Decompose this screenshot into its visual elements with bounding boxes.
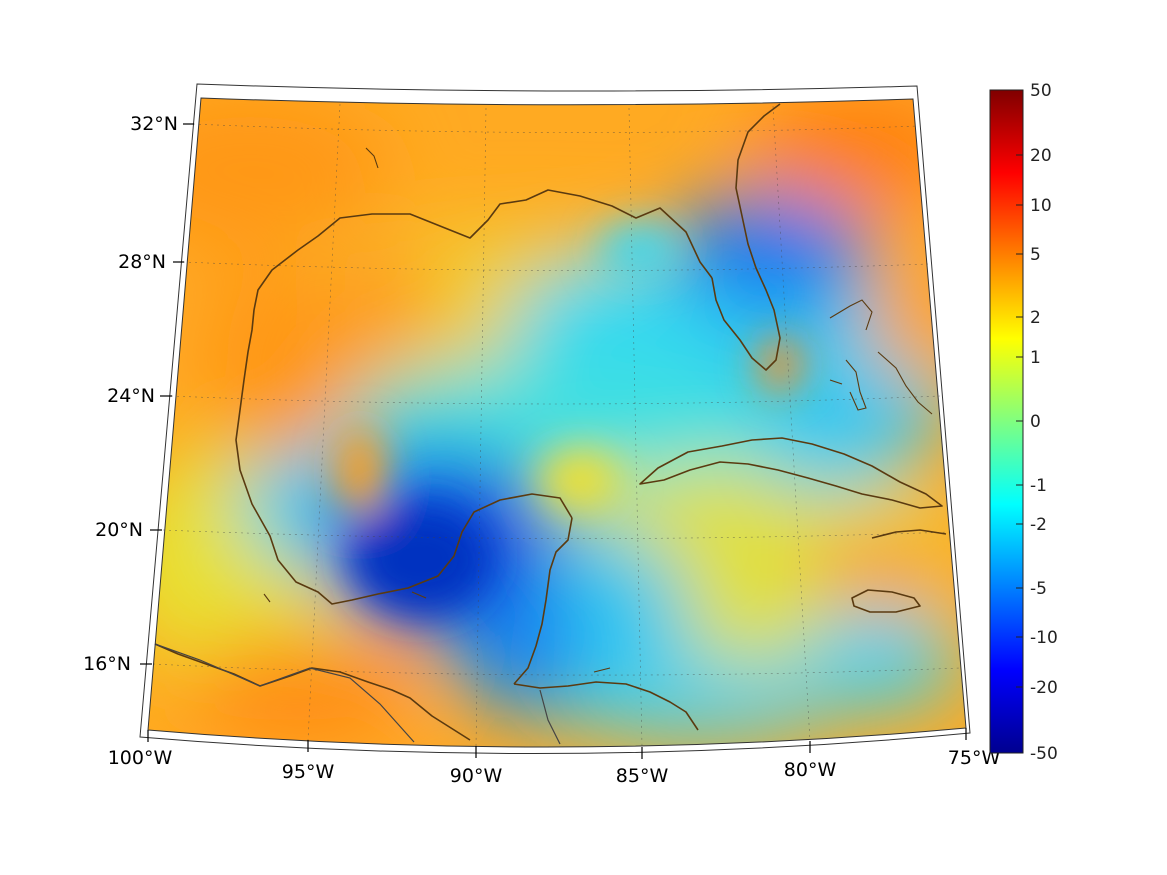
colorbar-label: -10	[1030, 628, 1058, 648]
lat-label-32: 32°N	[130, 113, 178, 135]
colorbar-label: -20	[1030, 678, 1058, 698]
lat-label-20: 20°N	[95, 519, 143, 541]
lon-label-90: 90°W	[450, 765, 503, 787]
colorbar-label: 5	[1030, 245, 1041, 265]
data-field	[148, 98, 966, 748]
lon-labels: 100°W 95°W 90°W 85°W 80°W 75°W	[108, 747, 1001, 787]
lon-label-100: 100°W	[108, 747, 173, 769]
colorbar-label: -5	[1030, 579, 1047, 599]
lat-label-24: 24°N	[107, 385, 155, 407]
lon-label-80: 80°W	[784, 759, 837, 781]
colorbar-label: 50	[1030, 81, 1052, 101]
lon-label-95: 95°W	[282, 761, 335, 783]
political-borders	[154, 643, 561, 745]
colorbar-label: 0	[1030, 412, 1041, 432]
colorbar-label: 10	[1030, 196, 1052, 216]
lat-label-16: 16°N	[83, 653, 131, 675]
colorbar-label: 2	[1030, 308, 1041, 328]
colorbar-label: 1	[1030, 348, 1041, 368]
lat-labels: 32°N 28°N 24°N 20°N 16°N	[83, 113, 178, 675]
colorbar-label: -1	[1030, 476, 1047, 496]
colorbar-label: -2	[1030, 515, 1047, 535]
graticule	[152, 103, 961, 748]
lon-label-85: 85°W	[616, 765, 669, 787]
colorbar-label: -50	[1030, 744, 1058, 764]
map-frame	[147, 97, 967, 748]
tick-marks	[140, 123, 967, 759]
map-outer-frame	[139, 83, 971, 755]
lat-label-28: 28°N	[118, 251, 166, 273]
colorbar-label: 20	[1030, 146, 1052, 166]
lon-label-75: 75°W	[948, 747, 1001, 769]
